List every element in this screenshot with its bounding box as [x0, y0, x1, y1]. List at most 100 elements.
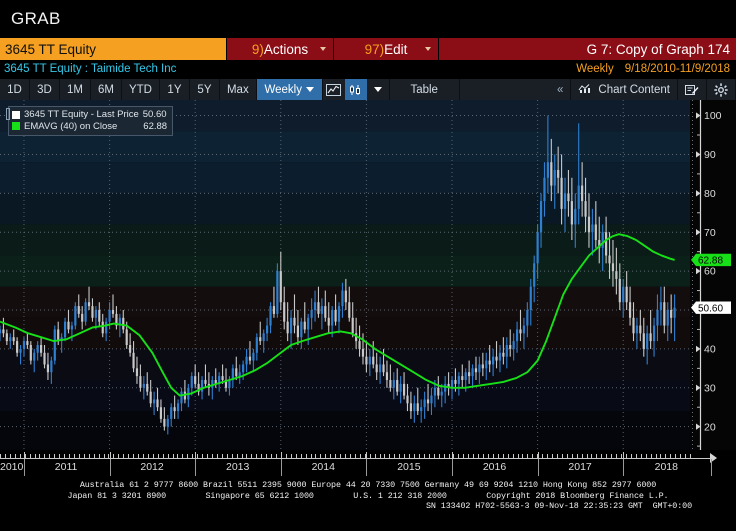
x-axis-tick [596, 454, 598, 458]
date-range-label: 9/18/2010-11/9/2018 [624, 63, 730, 75]
legend-item-ema: EMAVG (40) on Close 62.88 [12, 121, 167, 133]
x-axis-tick [138, 454, 139, 458]
x-axis-tick [586, 454, 588, 458]
x-axis-tick [423, 454, 425, 458]
x-axis-tick [458, 454, 460, 458]
x-axis-tick [517, 454, 519, 458]
x-axis-tick [532, 454, 534, 458]
x-axis-tick [601, 454, 603, 458]
actions-menu-button[interactable]: 9) Actions [226, 38, 333, 60]
range-button-5y[interactable]: 5Y [190, 79, 220, 100]
x-axis-label-2016: 2016 [482, 461, 507, 473]
double-chevron-left-icon[interactable]: « [550, 79, 572, 100]
svg-text:70: 70 [704, 227, 716, 239]
range-button-3d[interactable]: 3D [30, 79, 60, 100]
x-axis-tick [606, 454, 608, 458]
x-axis-tick [399, 454, 401, 458]
x-axis-tick [34, 454, 36, 458]
footer-line-3: SN 133402 H702-5563-3 09-Nov-18 22:35:23… [426, 501, 692, 511]
x-axis-tick [0, 454, 1, 458]
x-axis-tick [305, 454, 307, 458]
x-axis-tick [581, 454, 583, 458]
x-axis-tick [325, 454, 327, 458]
chart-type-dropdown[interactable] [367, 79, 389, 100]
x-axis-tick [655, 454, 657, 458]
x-axis-tick [172, 454, 174, 458]
x-axis-tick [290, 454, 292, 458]
range-button-1m[interactable]: 1M [60, 79, 91, 100]
x-axis-tick [78, 454, 80, 458]
chart-legend[interactable]: 3645 TT Equity - Last Price 50.60 EMAVG … [6, 106, 174, 136]
x-axis-major-tick [109, 452, 111, 458]
x-axis-tick [670, 454, 672, 458]
svg-text:60: 60 [704, 266, 716, 278]
annotate-icon[interactable] [678, 79, 707, 100]
x-axis-tick [59, 454, 61, 458]
x-axis-label-2013: 2013 [225, 461, 250, 473]
x-axis-tick [492, 454, 494, 458]
x-axis-tick [512, 454, 514, 458]
x-axis-tick [19, 454, 21, 458]
x-axis-tick [340, 454, 342, 458]
x-axis-tick [463, 454, 465, 458]
x-axis-tick [83, 454, 85, 458]
x-axis-tick [542, 454, 544, 458]
x-axis-tick [300, 454, 302, 458]
x-axis-tick [453, 454, 455, 458]
chevron-down-icon [425, 47, 431, 51]
legend-value-price: 50.60 [142, 109, 167, 120]
x-axis-tick [310, 454, 312, 458]
x-axis-tick [552, 454, 553, 458]
legend-drag-handle[interactable] [6, 108, 10, 120]
chevron-down-icon [373, 87, 382, 92]
line-chart-icon[interactable] [323, 79, 345, 100]
x-axis-tick [24, 454, 26, 458]
x-axis-major-tick [623, 452, 625, 458]
range-button-ytd[interactable]: YTD [122, 79, 160, 100]
x-axis-tick [448, 454, 450, 458]
x-axis-tick [345, 454, 346, 458]
edit-menu-button[interactable]: 97) Edit [333, 38, 438, 60]
x-axis-tick [335, 454, 337, 458]
legend-swatch-price [12, 110, 20, 119]
frequency-selector[interactable]: Weekly [256, 79, 323, 100]
x-axis-line [0, 458, 712, 459]
range-button-max[interactable]: Max [220, 79, 257, 100]
x-axis-tick [650, 454, 652, 458]
x-axis-label-2011: 2011 [54, 461, 78, 473]
svg-text:100: 100 [704, 110, 722, 122]
gear-icon[interactable] [707, 79, 736, 100]
x-axis-tick [162, 454, 164, 458]
x-axis-tick [226, 454, 228, 458]
x-axis-year-separator [109, 459, 111, 476]
chevron-down-icon [320, 47, 326, 51]
x-axis-tick [616, 454, 618, 458]
security-bar: 3645 TT Equity : Taimide Tech Inc Weekly… [0, 60, 736, 78]
range-button-1d[interactable]: 1D [0, 79, 30, 100]
x-axis-tick [266, 454, 268, 458]
x-axis-tick [497, 454, 499, 458]
legend-label-price: 3645 TT Equity - Last Price [24, 109, 139, 120]
range-button-1y[interactable]: 1Y [160, 79, 190, 100]
price-plot[interactable] [0, 100, 690, 450]
table-button[interactable]: Table [390, 79, 460, 100]
ticker-input[interactable]: 3645 TT Equity [0, 38, 226, 60]
x-axis-tick [675, 454, 677, 458]
svg-text:80: 80 [704, 188, 716, 200]
x-axis-major-tick [366, 452, 368, 458]
x-axis-year-separator [23, 459, 25, 476]
x-axis-tick [221, 454, 223, 458]
svg-text:62.88: 62.88 [698, 256, 723, 267]
x-axis-tick [93, 454, 95, 458]
x-axis-tick [261, 454, 263, 458]
graph-title: G 7: Copy of Graph 174 [438, 38, 736, 60]
x-axis-tick [414, 454, 415, 458]
x-axis-tick [468, 454, 470, 458]
range-button-6m[interactable]: 6M [91, 79, 122, 100]
legend-item-price: 3645 TT Equity - Last Price 50.60 [12, 109, 167, 121]
x-axis-tick [473, 454, 475, 458]
chart-content-button[interactable]: Chart Content [571, 79, 678, 100]
x-axis-tick [69, 454, 70, 458]
candlestick-icon[interactable] [344, 79, 367, 100]
